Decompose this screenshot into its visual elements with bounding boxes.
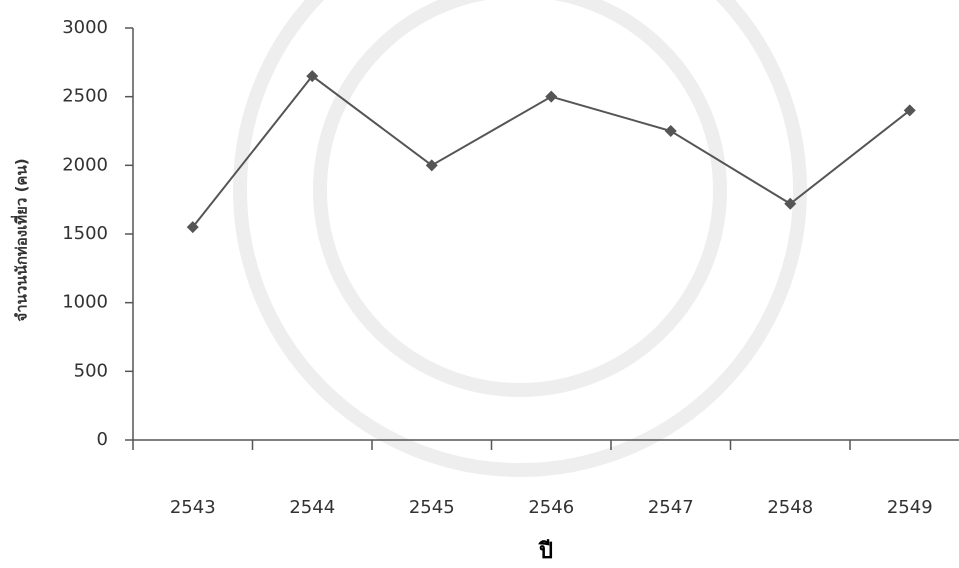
x-tick-label: 2544 <box>289 497 335 518</box>
y-tick-label: 1000 <box>62 292 108 313</box>
y-tick-label: 2500 <box>62 86 108 107</box>
data-point <box>784 197 797 210</box>
x-tick-label: 2549 <box>887 497 933 518</box>
y-axis-label: จำนวนนักท่องเที่ยว (คน) <box>11 158 31 321</box>
x-tick-label: 2548 <box>767 497 813 518</box>
x-tick-label: 2545 <box>409 497 455 518</box>
data-point <box>186 221 199 234</box>
y-tick-label: 3000 <box>62 17 108 38</box>
data-point <box>545 90 558 103</box>
y-tick-label: 500 <box>74 360 108 381</box>
data-point <box>306 70 319 83</box>
y-tick-label: 0 <box>97 429 108 450</box>
x-tick-label: 2546 <box>528 497 574 518</box>
watermark <box>233 0 807 477</box>
y-tick-label: 1500 <box>62 223 108 244</box>
x-axis-label: ปี <box>538 539 553 564</box>
x-tick-label: 2547 <box>648 497 694 518</box>
data-point <box>425 159 438 172</box>
y-tick-label: 2000 <box>62 154 108 175</box>
data-point <box>664 125 677 137</box>
data-point <box>903 104 916 117</box>
x-tick-label: 2543 <box>170 497 216 518</box>
